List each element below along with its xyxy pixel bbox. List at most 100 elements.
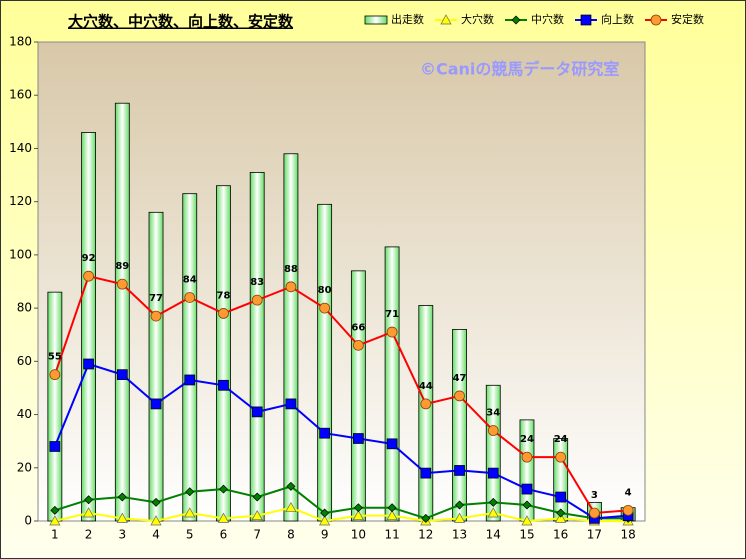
bar [418,305,434,522]
marker [320,508,330,518]
marker [487,467,499,479]
marker [386,326,398,338]
bar [452,328,467,522]
marker [184,292,196,303]
marker [84,495,94,505]
marker [251,294,263,306]
x-tick-label: 15 [519,528,534,542]
marker [589,507,600,519]
bar [485,384,501,522]
data-label: 44 [419,381,433,392]
marker [49,515,61,526]
marker [352,339,364,351]
x-tick-label: 17 [587,528,602,542]
legend-label: 安定数 [671,12,704,26]
chart-title: 大穴数、中穴数、向上数、安定数 [68,13,294,31]
bar [317,203,333,522]
data-label: 77 [149,293,163,304]
marker [83,358,94,370]
marker [117,492,127,502]
legend-swatch [364,15,388,25]
marker [455,500,465,510]
marker [116,278,128,290]
marker [420,398,432,410]
bar [283,153,299,522]
marker [252,492,262,502]
data-label: 3 [591,490,598,501]
x-tick-label: 5 [186,528,194,542]
marker [285,281,297,293]
legend-marker [650,14,662,26]
bar [216,185,231,522]
x-tick-label: 13 [452,528,467,542]
marker [151,497,161,507]
marker [218,379,229,391]
marker [521,515,533,526]
x-tick-label: 16 [553,528,568,542]
y-tick-label: 0 [24,514,32,528]
x-tick-label: 8 [287,528,295,542]
marker [454,390,465,402]
data-label: 66 [351,322,365,333]
marker [555,491,567,503]
y-tick-label: 160 [9,88,32,102]
series-line [54,506,629,523]
data-label: 78 [217,290,231,301]
series-line [53,362,629,520]
data-label: 55 [48,352,62,363]
marker [353,433,364,444]
x-tick-label: 6 [220,528,228,542]
marker [353,503,363,513]
y-tick-label: 180 [9,35,32,49]
x-tick-label: 2 [85,528,93,542]
marker [556,508,566,518]
marker [319,515,331,526]
marker [387,503,397,513]
series-line [54,485,629,520]
series-line [53,274,629,515]
marker [150,310,162,322]
data-label: 34 [486,408,500,419]
marker [150,398,162,410]
y-tick-label: 120 [9,194,32,208]
legend-marker [440,14,452,25]
x-tick-label: 10 [351,528,366,542]
marker [218,308,229,319]
marker [150,515,162,526]
x-tick-label: 11 [384,528,399,542]
y-tick-label: 140 [9,141,32,155]
x-tick-label: 7 [253,528,261,542]
marker [217,512,230,523]
marker [421,513,431,523]
marker [420,467,432,479]
marker [184,507,196,518]
plot-area [37,41,646,522]
data-label: 47 [453,373,467,384]
marker [488,497,498,507]
marker [386,438,398,450]
data-label: 24 [520,434,534,445]
marker [285,501,297,513]
bar [249,171,265,522]
marker [487,425,499,436]
legend-label: 出走数 [391,12,424,26]
x-tick-label: 1 [51,528,59,542]
x-tick-label: 3 [118,528,126,542]
marker [319,427,330,439]
marker [487,507,499,518]
legend-marker [511,15,521,25]
bar [182,193,198,522]
marker [521,483,533,495]
legend-label: 大穴数 [461,12,494,26]
data-label: 84 [183,274,197,285]
x-tick-label: 9 [321,528,329,542]
marker [386,509,398,521]
marker [454,465,465,476]
marker [49,441,61,452]
data-label: 80 [318,285,332,296]
x-tick-label: 18 [620,528,635,542]
data-label: 24 [554,434,568,445]
marker [116,512,128,523]
